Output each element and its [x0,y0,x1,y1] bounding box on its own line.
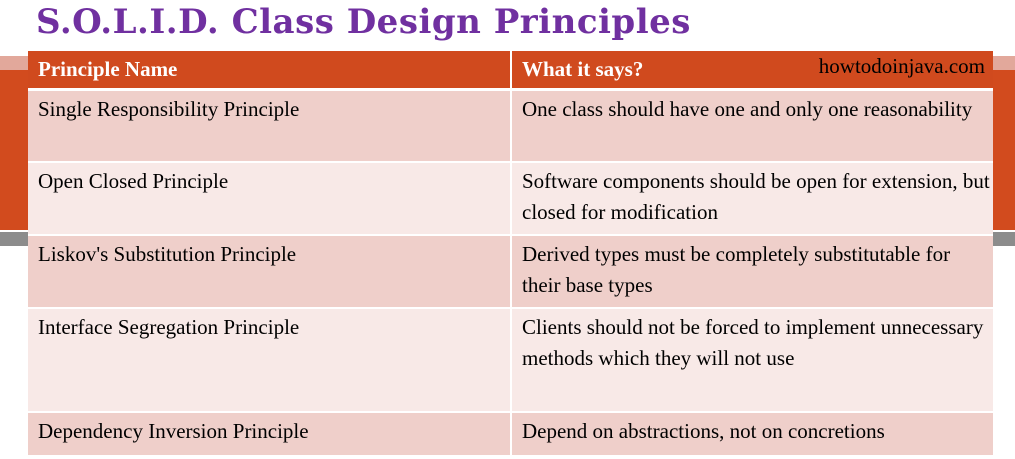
left-accent-band [0,70,28,230]
right-accent-band-light [993,56,1015,70]
principle-description-cell: Clients should not be forced to implemen… [510,308,993,413]
left-accent-band-gray [0,232,28,246]
slide-title: S.O.L.I.D. Class Design Principles [36,2,691,42]
table-header-row: Principle Name What it says? howtodoinja… [28,51,993,91]
table-row: Interface Segregation Principle Clients … [28,308,993,413]
table-row: Dependency Inversion Principle Depend on… [28,412,993,457]
column-header-what-it-says: What it says? howtodoinjava.com [510,51,993,91]
principle-name-cell: Open Closed Principle [28,162,511,236]
column-header-principle-name: Principle Name [28,51,511,91]
table-row: Open Closed Principle Software component… [28,162,993,236]
table-row: Liskov's Substitution Principle Derived … [28,235,993,309]
principle-name-cell: Single Responsibility Principle [28,89,511,163]
left-accent-band-light [0,56,28,70]
column-header-label: What it says? [522,57,644,81]
right-accent-band-gray [993,232,1015,246]
principle-name-cell: Dependency Inversion Principle [28,412,511,457]
principle-name-cell: Liskov's Substitution Principle [28,235,511,309]
principle-description-cell: Depend on abstractions, not on concretio… [510,412,993,457]
watermark-text: howtodoinjava.com [818,54,985,78]
table-row: Single Responsibility Principle One clas… [28,89,993,163]
principle-description-cell: Derived types must be completely substit… [510,235,993,309]
principles-table: Principle Name What it says? howtodoinja… [28,51,993,457]
principle-name-cell: Interface Segregation Principle [28,308,511,413]
principle-description-cell: Software components should be open for e… [510,162,993,236]
right-accent-band [993,70,1015,230]
principle-description-cell: One class should have one and only one r… [510,89,993,163]
